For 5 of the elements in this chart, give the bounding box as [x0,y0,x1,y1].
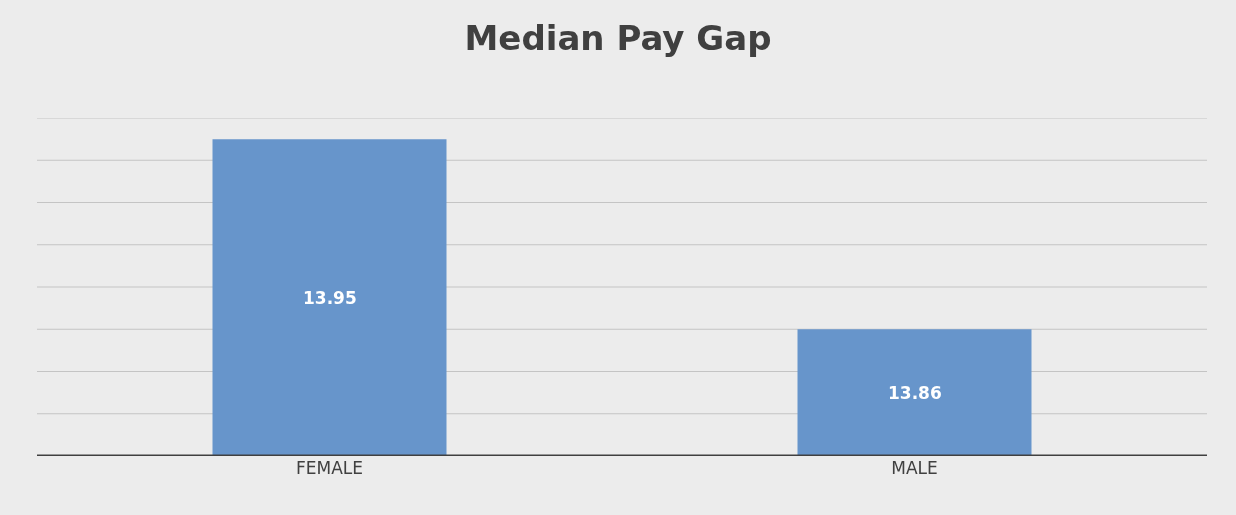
data-label: 13.86 [888,383,942,403]
x-tick-label: MALE [891,458,938,478]
data-label: 13.95 [303,288,357,308]
chart-title: Median Pay Gap [464,17,772,58]
x-tick-label: FEMALE [295,458,364,478]
